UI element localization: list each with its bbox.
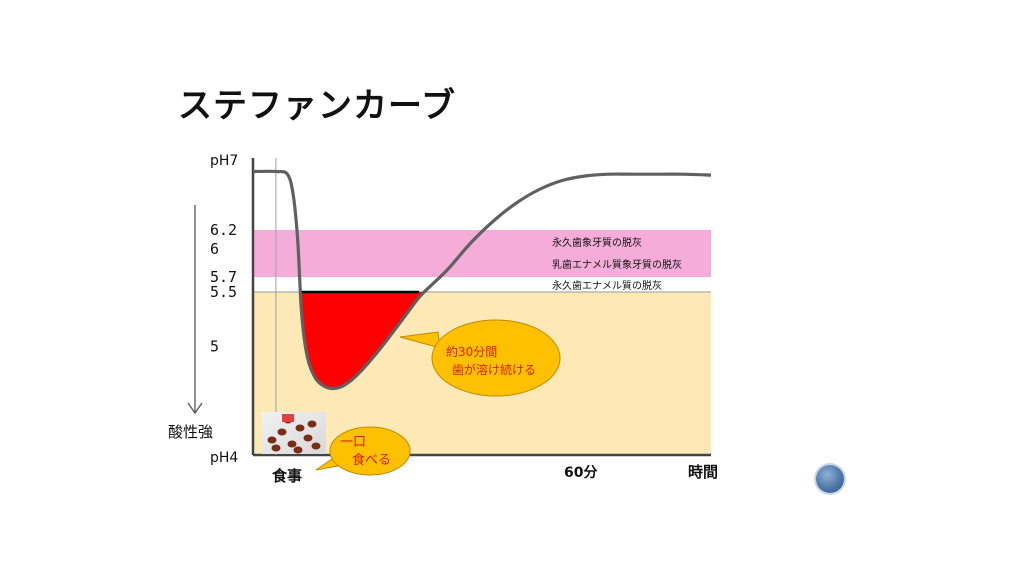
x-tick-label-60: 60分 <box>564 465 597 481</box>
callout-text: 約30分間 <box>446 344 497 359</box>
y-tick-label: 6.2 <box>210 221 237 239</box>
y-tick-label: 5 <box>210 337 219 355</box>
callout-text: 歯が溶け続ける <box>452 362 536 377</box>
y-tick-label: 5.7 <box>210 268 237 286</box>
y-label-top: pH7 <box>210 153 238 169</box>
band-pink <box>253 230 711 277</box>
slide-title: ステファンカーブ <box>178 86 456 126</box>
meal-label: 食事 <box>272 467 302 485</box>
y-tick-label: 6 <box>210 240 219 258</box>
band-label: 乳歯エナメル質象牙質の脱灰 <box>552 258 682 271</box>
food-photo <box>262 412 326 454</box>
callout-text: 食べる <box>352 452 391 468</box>
ph-curve <box>252 169 712 391</box>
acid-area <box>253 292 711 389</box>
slide-nav-button[interactable] <box>816 465 844 493</box>
y-arrow-label: 酸性強 <box>168 423 213 441</box>
x-axis-label: 時間 <box>688 463 718 481</box>
y-label-bottom: pH4 <box>210 450 238 466</box>
band-label: 永久歯エナメル質の脱灰 <box>552 279 662 292</box>
acidity-arrow-head <box>187 402 203 415</box>
band-label: 永久歯象牙質の脱灰 <box>552 236 642 249</box>
y-tick-label: 5.5 <box>210 283 237 301</box>
callout-text: 一口 <box>340 435 366 450</box>
